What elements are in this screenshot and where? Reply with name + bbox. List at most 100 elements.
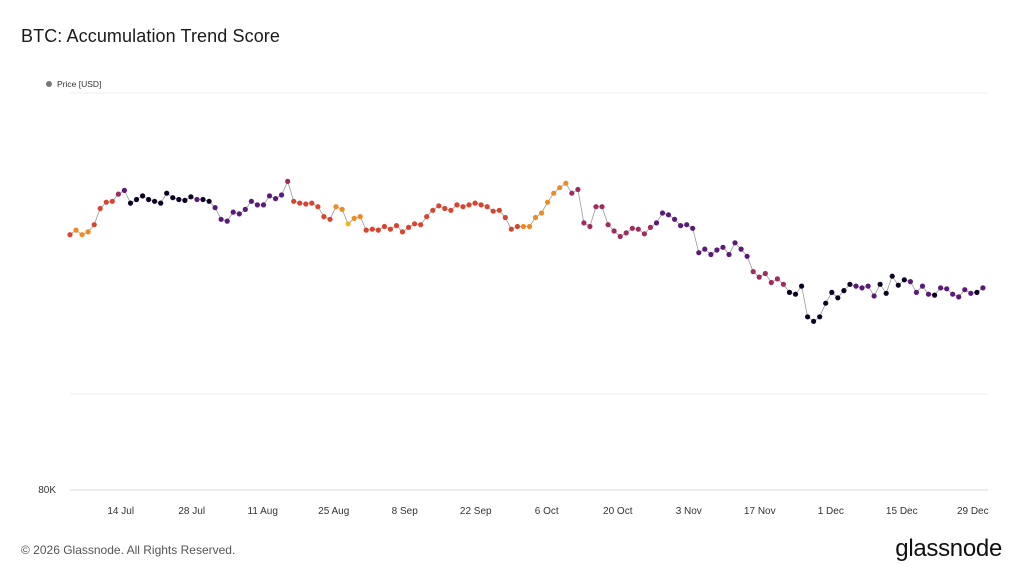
price-point bbox=[956, 294, 962, 300]
price-point bbox=[901, 277, 907, 283]
price-point bbox=[720, 244, 726, 250]
x-tick-label: 3 Nov bbox=[676, 506, 702, 517]
brand-logo[interactable]: glassnode bbox=[895, 535, 1002, 562]
price-point bbox=[399, 229, 406, 235]
price-point bbox=[236, 211, 242, 217]
price-point bbox=[599, 204, 605, 210]
price-point bbox=[182, 197, 188, 203]
price-point bbox=[738, 246, 744, 252]
x-tick-label: 20 Oct bbox=[603, 506, 633, 517]
price-point bbox=[823, 300, 829, 306]
price-point bbox=[672, 216, 678, 222]
price-point bbox=[883, 290, 889, 296]
price-point bbox=[587, 223, 593, 230]
price-point bbox=[200, 196, 206, 203]
price-point bbox=[248, 198, 254, 204]
price-point bbox=[478, 202, 484, 208]
price-point bbox=[448, 207, 454, 213]
price-point bbox=[273, 196, 279, 202]
price-point bbox=[442, 205, 448, 212]
price-point bbox=[641, 231, 648, 237]
price-point bbox=[345, 221, 351, 227]
price-point bbox=[980, 285, 986, 291]
price-point bbox=[502, 214, 508, 221]
price-point bbox=[611, 228, 617, 234]
price-point bbox=[339, 206, 345, 212]
price-point bbox=[575, 186, 581, 193]
price-point bbox=[176, 196, 182, 203]
price-point bbox=[962, 287, 968, 293]
price-point bbox=[146, 196, 152, 203]
price-point bbox=[79, 232, 85, 238]
price-point bbox=[768, 279, 774, 286]
price-point bbox=[224, 218, 230, 224]
price-point bbox=[817, 314, 823, 320]
price-point bbox=[708, 251, 714, 258]
price-point bbox=[865, 283, 871, 289]
price-point bbox=[780, 281, 787, 287]
price-point bbox=[327, 216, 333, 222]
price-point bbox=[406, 224, 412, 230]
price-point bbox=[944, 286, 950, 292]
price-point bbox=[260, 202, 267, 208]
price-point bbox=[919, 283, 926, 289]
price-point bbox=[932, 292, 938, 298]
price-point bbox=[925, 291, 932, 297]
price-point bbox=[109, 198, 115, 204]
x-tick-label: 15 Dec bbox=[886, 506, 918, 517]
price-point bbox=[895, 282, 901, 288]
price-point bbox=[623, 230, 629, 236]
price-point bbox=[950, 291, 956, 297]
price-point bbox=[67, 232, 73, 238]
price-point bbox=[393, 223, 400, 229]
price-point bbox=[647, 224, 654, 230]
x-axis: 14 Jul 28 Jul 11 Aug 25 Aug 8 Sep 22 Sep 6 Oct… bbox=[107, 506, 988, 517]
price-point bbox=[514, 223, 521, 230]
price-point bbox=[684, 222, 690, 228]
price-point bbox=[164, 190, 170, 196]
price-point bbox=[581, 220, 587, 226]
price-point bbox=[297, 200, 303, 206]
price-point bbox=[732, 240, 738, 246]
price-point bbox=[508, 226, 514, 232]
y-axis: 80K bbox=[38, 485, 56, 496]
price-point bbox=[877, 281, 883, 287]
price-point bbox=[436, 203, 442, 209]
chart-legend[interactable]: Price [USD] bbox=[46, 79, 101, 89]
price-point bbox=[690, 225, 696, 231]
price-point bbox=[266, 193, 273, 199]
price-points bbox=[67, 178, 986, 324]
price-point bbox=[653, 220, 660, 226]
price-point bbox=[569, 190, 575, 196]
legend-label: Price [USD] bbox=[57, 79, 102, 89]
price-point bbox=[381, 223, 387, 230]
price-point bbox=[279, 192, 285, 198]
price-point bbox=[206, 198, 212, 204]
price-point bbox=[152, 198, 158, 204]
price-point bbox=[678, 223, 684, 229]
price-point bbox=[472, 200, 478, 206]
price-point bbox=[484, 204, 490, 210]
price-point bbox=[454, 202, 460, 208]
price-point bbox=[629, 225, 635, 231]
price-point bbox=[811, 318, 817, 324]
price-point bbox=[665, 212, 672, 218]
price-point bbox=[847, 281, 853, 287]
price-point bbox=[835, 295, 841, 301]
x-tick-label: 1 Dec bbox=[818, 506, 844, 517]
price-point bbox=[545, 199, 551, 205]
price-point bbox=[617, 233, 623, 240]
price-point bbox=[97, 205, 103, 212]
price-point bbox=[375, 227, 381, 233]
price-point bbox=[829, 289, 835, 295]
price-point bbox=[974, 289, 980, 295]
price-point bbox=[418, 222, 424, 228]
price-point bbox=[702, 246, 708, 252]
price-point bbox=[968, 290, 974, 296]
price-point bbox=[315, 204, 321, 210]
price-point bbox=[387, 226, 393, 232]
price-point bbox=[557, 185, 563, 191]
x-tick-label: 6 Oct bbox=[535, 506, 559, 517]
price-point bbox=[369, 226, 375, 232]
